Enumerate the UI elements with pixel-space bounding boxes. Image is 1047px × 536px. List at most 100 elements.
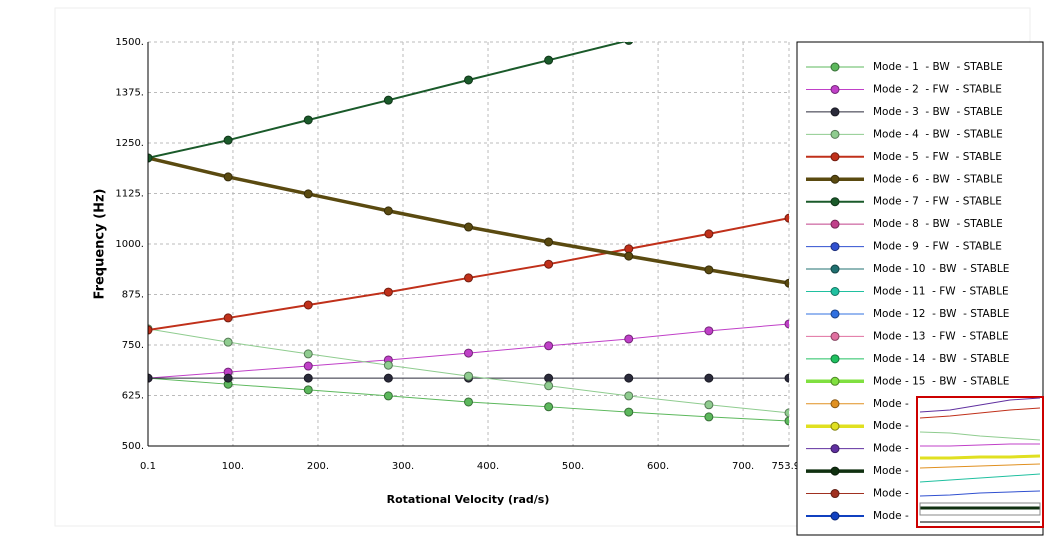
data-point — [704, 373, 714, 383]
x-tick-label: 300. — [392, 461, 414, 472]
legend-label: Mode - — [873, 398, 909, 410]
y-tick-label: 1125. — [115, 189, 144, 200]
data-point — [544, 259, 554, 269]
legend-label: Mode - 12 - BW - STABLE — [873, 308, 1009, 320]
x-tick-label: 400. — [477, 461, 499, 472]
data-point — [624, 391, 634, 401]
data-point — [383, 373, 393, 383]
legend-marker — [830, 466, 840, 476]
legend-marker — [830, 84, 840, 94]
data-point — [223, 135, 233, 145]
x-tick-label: 500. — [562, 461, 584, 472]
legend-label: Mode - 1 - BW - STABLE — [873, 61, 1003, 73]
data-point — [464, 273, 473, 283]
data-point — [624, 251, 634, 261]
data-point — [303, 189, 313, 199]
data-point — [303, 373, 313, 383]
legend-label: Mode - 13 - FW - STABLE — [873, 330, 1009, 342]
legend-marker — [830, 444, 840, 454]
y-tick-label: 1375. — [115, 88, 144, 99]
legend-marker — [830, 62, 840, 72]
legend-marker — [830, 287, 840, 296]
legend-marker — [830, 331, 840, 341]
legend-label: Mode - — [873, 510, 909, 522]
data-point — [544, 373, 554, 383]
legend-label: Mode - 11 - FW - STABLE — [873, 286, 1009, 298]
x-tick-label: 753.98 — [772, 461, 807, 472]
data-point — [784, 408, 789, 418]
legend-label: Mode - 5 - FW - STABLE — [873, 151, 1002, 163]
legend-label: Mode - — [873, 488, 909, 500]
data-point — [148, 325, 153, 335]
data-point — [383, 206, 393, 216]
legend-label: Mode - 8 - BW - STABLE — [873, 218, 1003, 230]
legend-items: Mode - 1 - BW - STABLE Mode - 2 - FW - ST… — [806, 61, 1009, 522]
data-point — [383, 287, 393, 297]
legend-label: Mode - 7 - FW - STABLE — [873, 196, 1002, 208]
data-point — [148, 153, 153, 163]
data-point — [223, 373, 233, 383]
legend-marker — [830, 152, 840, 162]
data-point — [303, 300, 313, 310]
data-point — [383, 360, 393, 370]
y-tick-label: 875. — [122, 290, 144, 301]
y-tick-label: 1500. — [115, 37, 144, 48]
legend-label: Mode - 3 - BW - STABLE — [873, 106, 1003, 118]
data-point — [383, 391, 393, 401]
legend-label: Mode - 15 - BW - STABLE — [873, 375, 1009, 387]
y-axis-label: Frequency (Hz) — [93, 189, 108, 300]
data-point — [704, 400, 714, 410]
legend-label: Mode - — [873, 443, 909, 455]
data-point — [784, 319, 789, 329]
legend-label: Mode - 10 - BW - STABLE — [873, 263, 1009, 275]
y-tick-label: 625. — [122, 391, 144, 402]
legend-marker — [830, 399, 840, 409]
legend-marker — [830, 174, 840, 184]
legend-label: Mode - 14 - BW - STABLE — [873, 353, 1009, 365]
data-point — [785, 0, 793, 5]
data-point — [303, 349, 313, 359]
legend-marker — [830, 197, 840, 207]
legend-marker — [830, 107, 840, 117]
plot — [148, 0, 793, 426]
data-point — [303, 361, 313, 371]
legend-label: Mode - 6 - BW - STABLE — [873, 173, 1003, 185]
x-tick-label: 600. — [647, 461, 669, 472]
y-tick-label: 500. — [122, 441, 144, 452]
legend-marker — [830, 489, 840, 499]
x-tick-label: 200. — [307, 461, 329, 472]
legend-marker — [830, 376, 840, 386]
data-point — [223, 313, 233, 323]
data-point — [784, 213, 789, 223]
data-point — [544, 381, 554, 391]
legend-marker — [830, 309, 840, 319]
data-point — [303, 385, 313, 395]
legend-label: Mode - — [873, 420, 909, 432]
legend-marker — [830, 264, 840, 274]
data-point — [784, 278, 789, 288]
legend-marker — [830, 219, 840, 229]
x-tick-label: 100. — [222, 461, 244, 472]
data-point — [784, 373, 789, 383]
x-tick-label: 0.1 — [140, 461, 156, 472]
data-point — [223, 337, 233, 347]
legend-marker — [830, 242, 840, 252]
x-axis-label: Rotational Velocity (rad/s) — [387, 493, 550, 506]
data-point — [464, 397, 473, 407]
legend-marker — [830, 421, 840, 431]
y-tick-label: 1000. — [115, 239, 144, 250]
data-point — [784, 416, 789, 426]
data-point — [704, 229, 714, 239]
data-point — [383, 95, 393, 105]
y-tick-label: 750. — [122, 340, 144, 351]
data-point — [544, 402, 554, 412]
data-point — [464, 75, 473, 85]
preview-thumbnail — [916, 396, 1044, 528]
data-point — [223, 172, 233, 182]
data-point — [303, 115, 313, 125]
data-point — [464, 222, 473, 232]
legend-label: Mode - 2 - FW - STABLE — [873, 83, 1002, 95]
y-tick-label: 1250. — [115, 138, 144, 149]
legend-label: Mode - 4 - BW - STABLE — [873, 128, 1003, 140]
